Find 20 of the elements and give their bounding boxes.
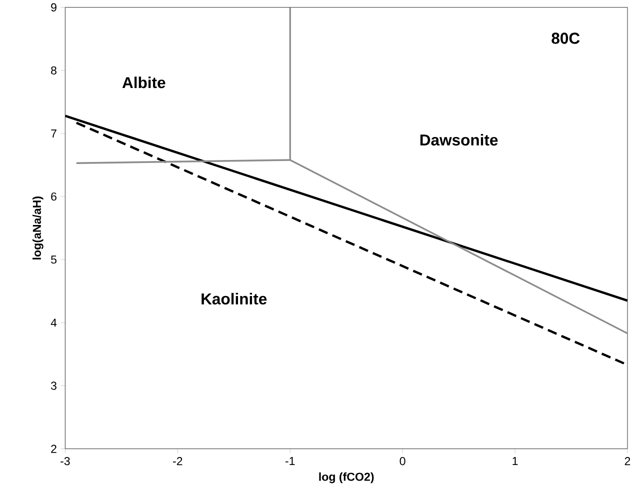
x-tick-label: 2 (624, 456, 630, 465)
x-axis-title: log (fCO2) (319, 472, 374, 484)
x-tick-label: -1 (285, 456, 295, 465)
y-axis-title: log(aNa/aH) (32, 196, 44, 260)
y-tick-label: 9 (51, 3, 56, 12)
y-tick-label: 6 (51, 192, 56, 201)
y-tick-label: 3 (50, 382, 56, 390)
x-tick-label: -2 (173, 456, 182, 465)
annotation: Kaolinite (202, 292, 267, 304)
x-tick-label: 0 (400, 456, 406, 466)
y-tick-label: 8 (51, 66, 56, 74)
x-tick-label: -3 (60, 456, 70, 466)
annotation: Dawsonite (420, 134, 498, 146)
annotation: 80C (552, 32, 580, 44)
y-tick-label: 4 (50, 318, 57, 327)
x-tick-label: 1 (512, 456, 518, 465)
y-tick-label: 7 (51, 129, 56, 138)
y-tick-label: 5 (51, 255, 56, 264)
annotation: Albite (122, 76, 166, 88)
y-tick-label: 2 (51, 444, 56, 453)
